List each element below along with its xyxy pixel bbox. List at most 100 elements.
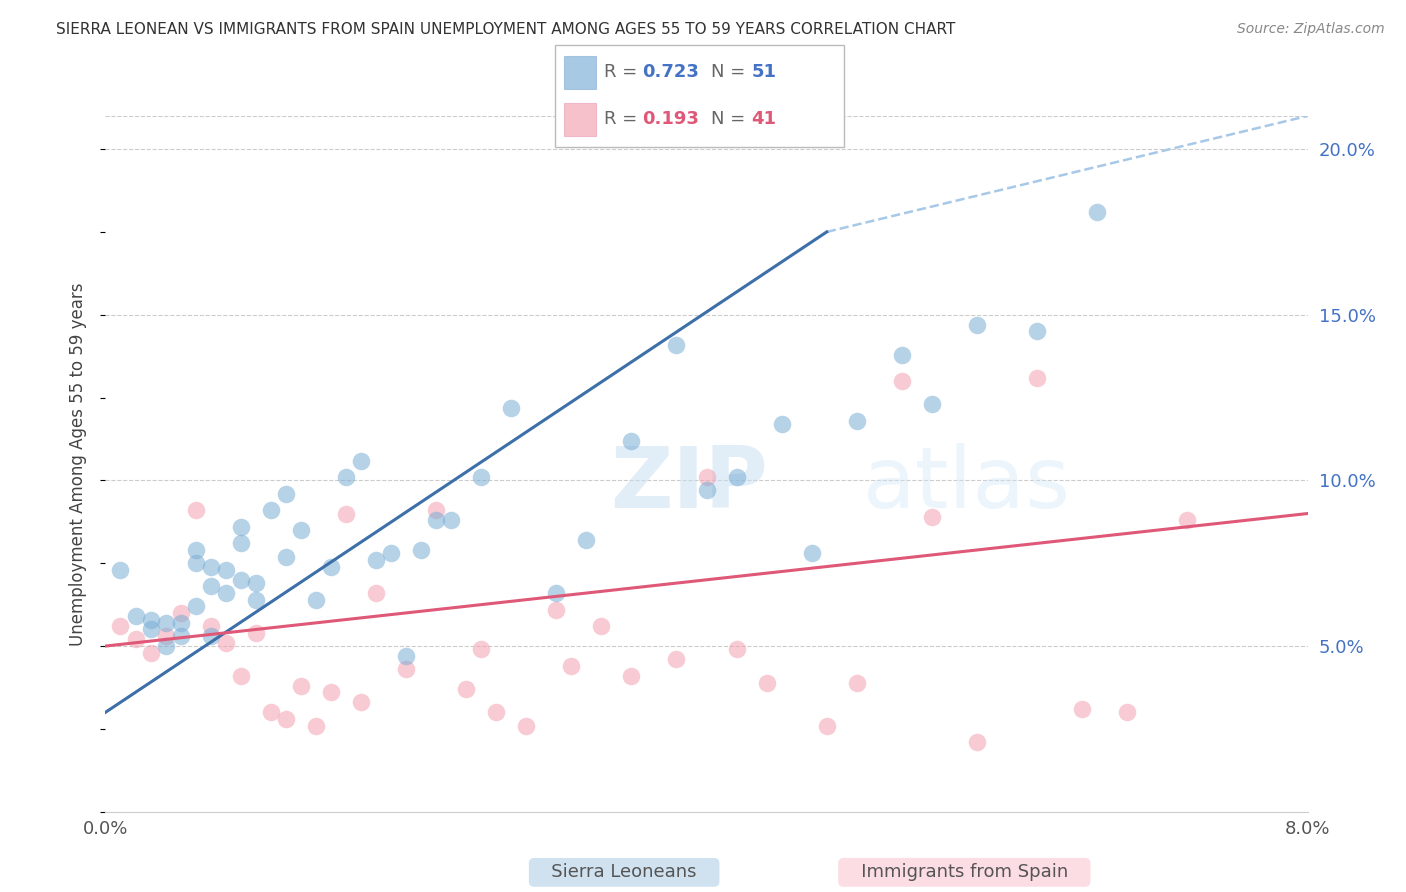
Point [845,414,868,428]
Point [155,629,177,643]
Point [214,586,236,600]
Point [214,636,236,650]
Point [260,503,283,517]
Point [110,563,132,577]
Point [139,646,162,660]
Text: 51: 51 [751,63,776,81]
Text: N =: N = [711,111,751,128]
Point [425,503,447,517]
Point [124,632,146,647]
Point [546,586,568,600]
Point [696,470,718,484]
Point [184,503,207,517]
Point [184,599,207,614]
Point [665,337,688,351]
Point [440,513,463,527]
Point [770,417,793,431]
Point [470,642,492,657]
Point [921,397,943,411]
Point [1116,706,1139,720]
Point [696,483,718,498]
Point [200,579,222,593]
Point [1026,324,1049,338]
Point [575,533,598,547]
Point [1071,702,1094,716]
Point [755,675,778,690]
Point [380,546,402,560]
Text: Sierra Leoneans: Sierra Leoneans [534,863,714,881]
Point [290,523,312,537]
Text: 0.193: 0.193 [643,111,699,128]
Point [665,652,688,666]
Point [966,318,988,332]
Point [454,682,477,697]
Point [229,573,252,587]
Point [335,507,357,521]
Text: Immigrants from Spain: Immigrants from Spain [844,863,1085,881]
Point [335,470,357,484]
Point [124,609,146,624]
Text: R =: R = [605,63,644,81]
FancyBboxPatch shape [564,103,596,136]
FancyBboxPatch shape [555,45,844,147]
Point [470,470,492,484]
Point [200,619,222,633]
Point [725,642,748,657]
Point [245,576,267,591]
Point [305,592,328,607]
Point [169,629,191,643]
Point [200,629,222,643]
Text: 0.723: 0.723 [643,63,699,81]
Point [501,401,523,415]
Point [305,718,328,732]
Point [395,662,418,676]
Point [139,613,162,627]
Point [155,639,177,653]
Point [229,536,252,550]
Point [139,623,162,637]
Point [560,659,582,673]
Point [620,434,643,448]
Point [274,712,297,726]
Text: Source: ZipAtlas.com: Source: ZipAtlas.com [1237,22,1385,37]
Point [395,648,418,663]
Point [274,549,297,564]
Text: R =: R = [605,111,644,128]
Point [155,615,177,630]
Point [890,374,912,388]
Point [350,695,373,709]
Point [845,675,868,690]
Point [725,470,748,484]
Point [245,592,267,607]
Point [229,520,252,534]
Point [485,706,508,720]
Y-axis label: Unemployment Among Ages 55 to 59 years: Unemployment Among Ages 55 to 59 years [69,282,87,646]
Point [200,559,222,574]
Point [274,486,297,500]
FancyBboxPatch shape [564,56,596,88]
Text: atlas: atlas [863,443,1071,526]
Point [184,543,207,558]
Point [515,718,537,732]
Point [245,625,267,640]
Point [1175,513,1198,527]
Point [290,679,312,693]
Point [1026,370,1049,384]
Point [620,669,643,683]
Point [229,669,252,683]
Point [110,619,132,633]
Point [364,586,387,600]
Point [319,685,342,699]
Text: SIERRA LEONEAN VS IMMIGRANTS FROM SPAIN UNEMPLOYMENT AMONG AGES 55 TO 59 YEARS C: SIERRA LEONEAN VS IMMIGRANTS FROM SPAIN … [56,22,956,37]
Point [890,347,912,361]
Point [350,453,373,467]
Point [409,543,432,558]
Point [921,509,943,524]
Point [169,615,191,630]
Point [260,706,283,720]
Point [169,606,191,620]
Text: N =: N = [711,63,751,81]
Text: ZIP: ZIP [610,443,768,526]
Text: 41: 41 [751,111,776,128]
Point [815,718,838,732]
